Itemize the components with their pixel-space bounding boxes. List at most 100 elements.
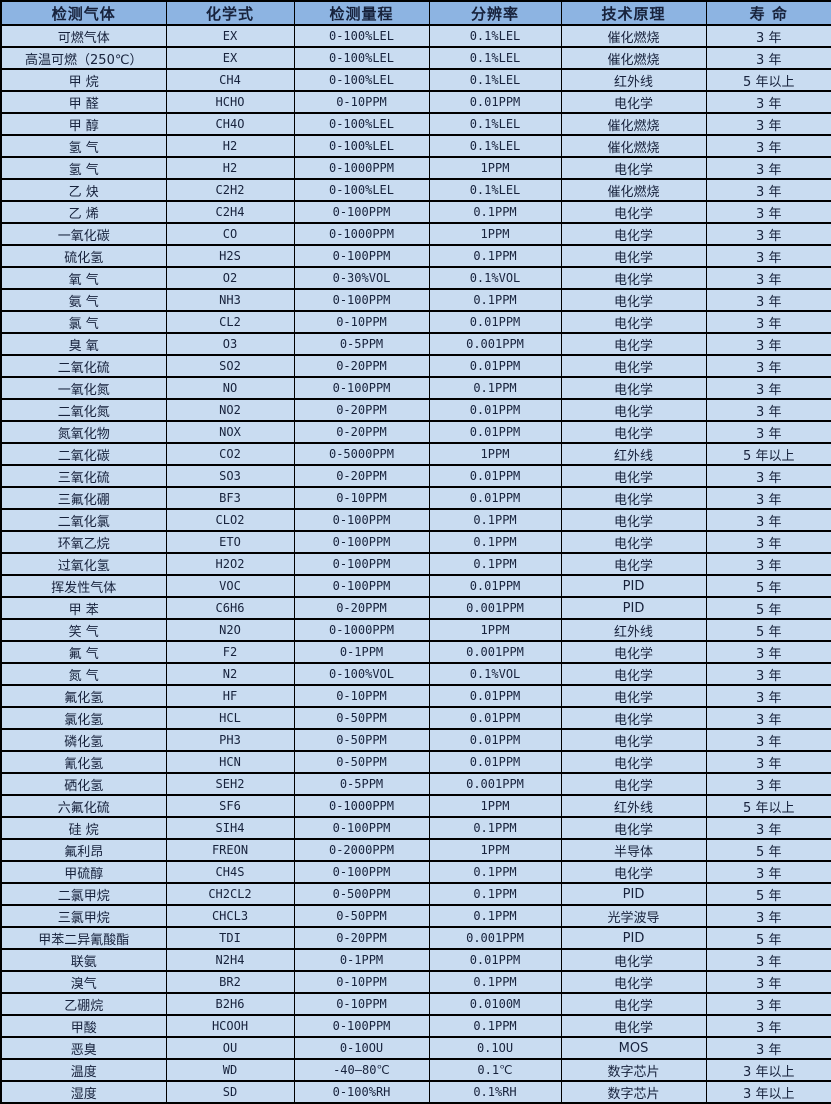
- cell-resolution: 1PPM: [428, 838, 562, 862]
- cell-gas-name: 甲 醇: [0, 112, 167, 136]
- cell-technology-principle: 电化学: [560, 200, 707, 224]
- cell-resolution: 1PPM: [428, 442, 562, 466]
- table-row: 二氧化碳 CO2 0-5000PPM 1PPM 红外线 5 年以上: [0, 442, 831, 466]
- table-row: 氟 气 F2 0-1PPM 0.001PPM 电化学 3 年: [0, 640, 831, 664]
- cell-lifespan: 3 年: [705, 266, 831, 290]
- cell-chemical-formula: HCOOH: [165, 1014, 295, 1038]
- table-row: 磷化氢 PH3 0-50PPM 0.01PPM 电化学 3 年: [0, 728, 831, 752]
- cell-resolution: 0.001PPM: [428, 772, 562, 796]
- cell-technology-principle: 红外线: [560, 68, 707, 92]
- cell-resolution: 0.1%LEL: [428, 112, 562, 136]
- table-row: 甲 醇 CH4O 0-100%LEL 0.1%LEL 催化燃烧 3 年: [0, 112, 831, 136]
- cell-detection-range: 0-5000PPM: [293, 442, 430, 466]
- cell-technology-principle: 电化学: [560, 332, 707, 356]
- cell-lifespan: 3 年: [705, 640, 831, 664]
- table-row: 三氯甲烷 CHCL3 0-50PPM 0.1PPM 光学波导 3 年: [0, 904, 831, 928]
- cell-lifespan: 5 年: [705, 882, 831, 906]
- table-row: 氰化氢 HCN 0-50PPM 0.01PPM 电化学 3 年: [0, 750, 831, 774]
- cell-chemical-formula: HCL: [165, 706, 295, 730]
- cell-lifespan: 3 年: [705, 860, 831, 884]
- cell-gas-name: 溴气: [0, 970, 167, 994]
- cell-gas-name: 氨 气: [0, 288, 167, 312]
- cell-detection-range: 0-100PPM: [293, 860, 430, 884]
- cell-detection-range: 0-50PPM: [293, 728, 430, 752]
- table-row: 氮氧化物 NOX 0-20PPM 0.01PPM 电化学 3 年: [0, 420, 831, 444]
- cell-resolution: 0.1PPM: [428, 970, 562, 994]
- column-header-gas-name: 检测气体: [0, 0, 167, 26]
- table-row: 氟化氢 HF 0-10PPM 0.01PPM 电化学 3 年: [0, 684, 831, 708]
- table-row: 甲酸 HCOOH 0-100PPM 0.1PPM 电化学 3 年: [0, 1014, 831, 1038]
- cell-resolution: 0.1PPM: [428, 530, 562, 554]
- cell-gas-name: 甲酸: [0, 1014, 167, 1038]
- table-row: 乙 炔 C2H2 0-100%LEL 0.1%LEL 催化燃烧 3 年: [0, 178, 831, 202]
- cell-chemical-formula: PH3: [165, 728, 295, 752]
- cell-resolution: 0.01PPM: [428, 464, 562, 488]
- table-row: 甲 醛 HCHO 0-10PPM 0.01PPM 电化学 3 年: [0, 90, 831, 114]
- cell-technology-principle: 电化学: [560, 376, 707, 400]
- header-row: 检测气体 化学式 检测量程 分辨率 技术原理 寿 命: [0, 0, 831, 26]
- cell-lifespan: 3 年: [705, 530, 831, 554]
- cell-technology-principle: 电化学: [560, 266, 707, 290]
- cell-chemical-formula: TDI: [165, 926, 295, 950]
- cell-resolution: 0.1PPM: [428, 288, 562, 312]
- table-row: 溴气 BR2 0-10PPM 0.1PPM 电化学 3 年: [0, 970, 831, 994]
- cell-gas-name: 甲苯二异氰酸酯: [0, 926, 167, 950]
- cell-lifespan: 3 年: [705, 948, 831, 972]
- cell-resolution: 0.0100M: [428, 992, 562, 1016]
- table-row: 湿度 SD 0-100%RH 0.1%RH 数字芯片 3 年以上: [0, 1080, 831, 1104]
- cell-detection-range: 0-20PPM: [293, 420, 430, 444]
- cell-chemical-formula: N2: [165, 662, 295, 686]
- cell-resolution: 0.001PPM: [428, 332, 562, 356]
- cell-detection-range: 0-1000PPM: [293, 222, 430, 246]
- cell-technology-principle: 电化学: [560, 662, 707, 686]
- cell-lifespan: 3 年: [705, 1036, 831, 1060]
- cell-gas-name: 过氧化氢: [0, 552, 167, 576]
- cell-gas-name: 湿度: [0, 1080, 167, 1104]
- cell-chemical-formula: WD: [165, 1058, 295, 1082]
- cell-gas-name: 乙 烯: [0, 200, 167, 224]
- cell-technology-principle: 电化学: [560, 398, 707, 422]
- cell-chemical-formula: NH3: [165, 288, 295, 312]
- cell-technology-principle: PID: [560, 574, 707, 598]
- cell-resolution: 0.01PPM: [428, 420, 562, 444]
- cell-lifespan: 3 年: [705, 772, 831, 796]
- table-row: 硅 烷 SIH4 0-100PPM 0.1PPM 电化学 3 年: [0, 816, 831, 840]
- cell-technology-principle: 半导体: [560, 838, 707, 862]
- column-header-detection-range: 检测量程: [293, 0, 430, 26]
- cell-technology-principle: 电化学: [560, 530, 707, 554]
- cell-technology-principle: 电化学: [560, 552, 707, 576]
- cell-chemical-formula: CHCL3: [165, 904, 295, 928]
- table-row: 臭 氧 O3 0-5PPM 0.001PPM 电化学 3 年: [0, 332, 831, 356]
- cell-lifespan: 3 年: [705, 156, 831, 180]
- table-row: 三氟化硼 BF3 0-10PPM 0.01PPM 电化学 3 年: [0, 486, 831, 510]
- cell-gas-name: 氯 气: [0, 310, 167, 334]
- cell-technology-principle: 电化学: [560, 354, 707, 378]
- cell-resolution: 0.01PPM: [428, 728, 562, 752]
- cell-gas-name: 氢 气: [0, 134, 167, 158]
- cell-lifespan: 5 年: [705, 596, 831, 620]
- table-row: 氨 气 NH3 0-100PPM 0.1PPM 电化学 3 年: [0, 288, 831, 312]
- cell-gas-name: 氢 气: [0, 156, 167, 180]
- cell-detection-range: 0-5PPM: [293, 332, 430, 356]
- table-row: 一氧化氮 NO 0-100PPM 0.1PPM 电化学 3 年: [0, 376, 831, 400]
- cell-detection-range: 0-1000PPM: [293, 618, 430, 642]
- cell-detection-range: 0-50PPM: [293, 706, 430, 730]
- cell-chemical-formula: CH4: [165, 68, 295, 92]
- cell-detection-range: 0-100PPM: [293, 376, 430, 400]
- cell-gas-name: 氧 气: [0, 266, 167, 290]
- table-row: 甲 苯 C6H6 0-20PPM 0.001PPM PID 5 年: [0, 596, 831, 620]
- cell-chemical-formula: ETO: [165, 530, 295, 554]
- cell-resolution: 0.1PPM: [428, 860, 562, 884]
- cell-detection-range: 0-100%VOL: [293, 662, 430, 686]
- cell-detection-range: 0-100%LEL: [293, 134, 430, 158]
- cell-detection-range: 0-1000PPM: [293, 156, 430, 180]
- table-row: 三氧化硫 SO3 0-20PPM 0.01PPM 电化学 3 年: [0, 464, 831, 488]
- cell-gas-name: 乙硼烷: [0, 992, 167, 1016]
- cell-chemical-formula: C6H6: [165, 596, 295, 620]
- table-row: 氯化氢 HCL 0-50PPM 0.01PPM 电化学 3 年: [0, 706, 831, 730]
- table-row: 过氧化氢 H2O2 0-100PPM 0.1PPM 电化学 3 年: [0, 552, 831, 576]
- cell-detection-range: 0-50PPM: [293, 750, 430, 774]
- cell-chemical-formula: CH4O: [165, 112, 295, 136]
- cell-resolution: 0.01PPM: [428, 684, 562, 708]
- cell-detection-range: 0-500PPM: [293, 882, 430, 906]
